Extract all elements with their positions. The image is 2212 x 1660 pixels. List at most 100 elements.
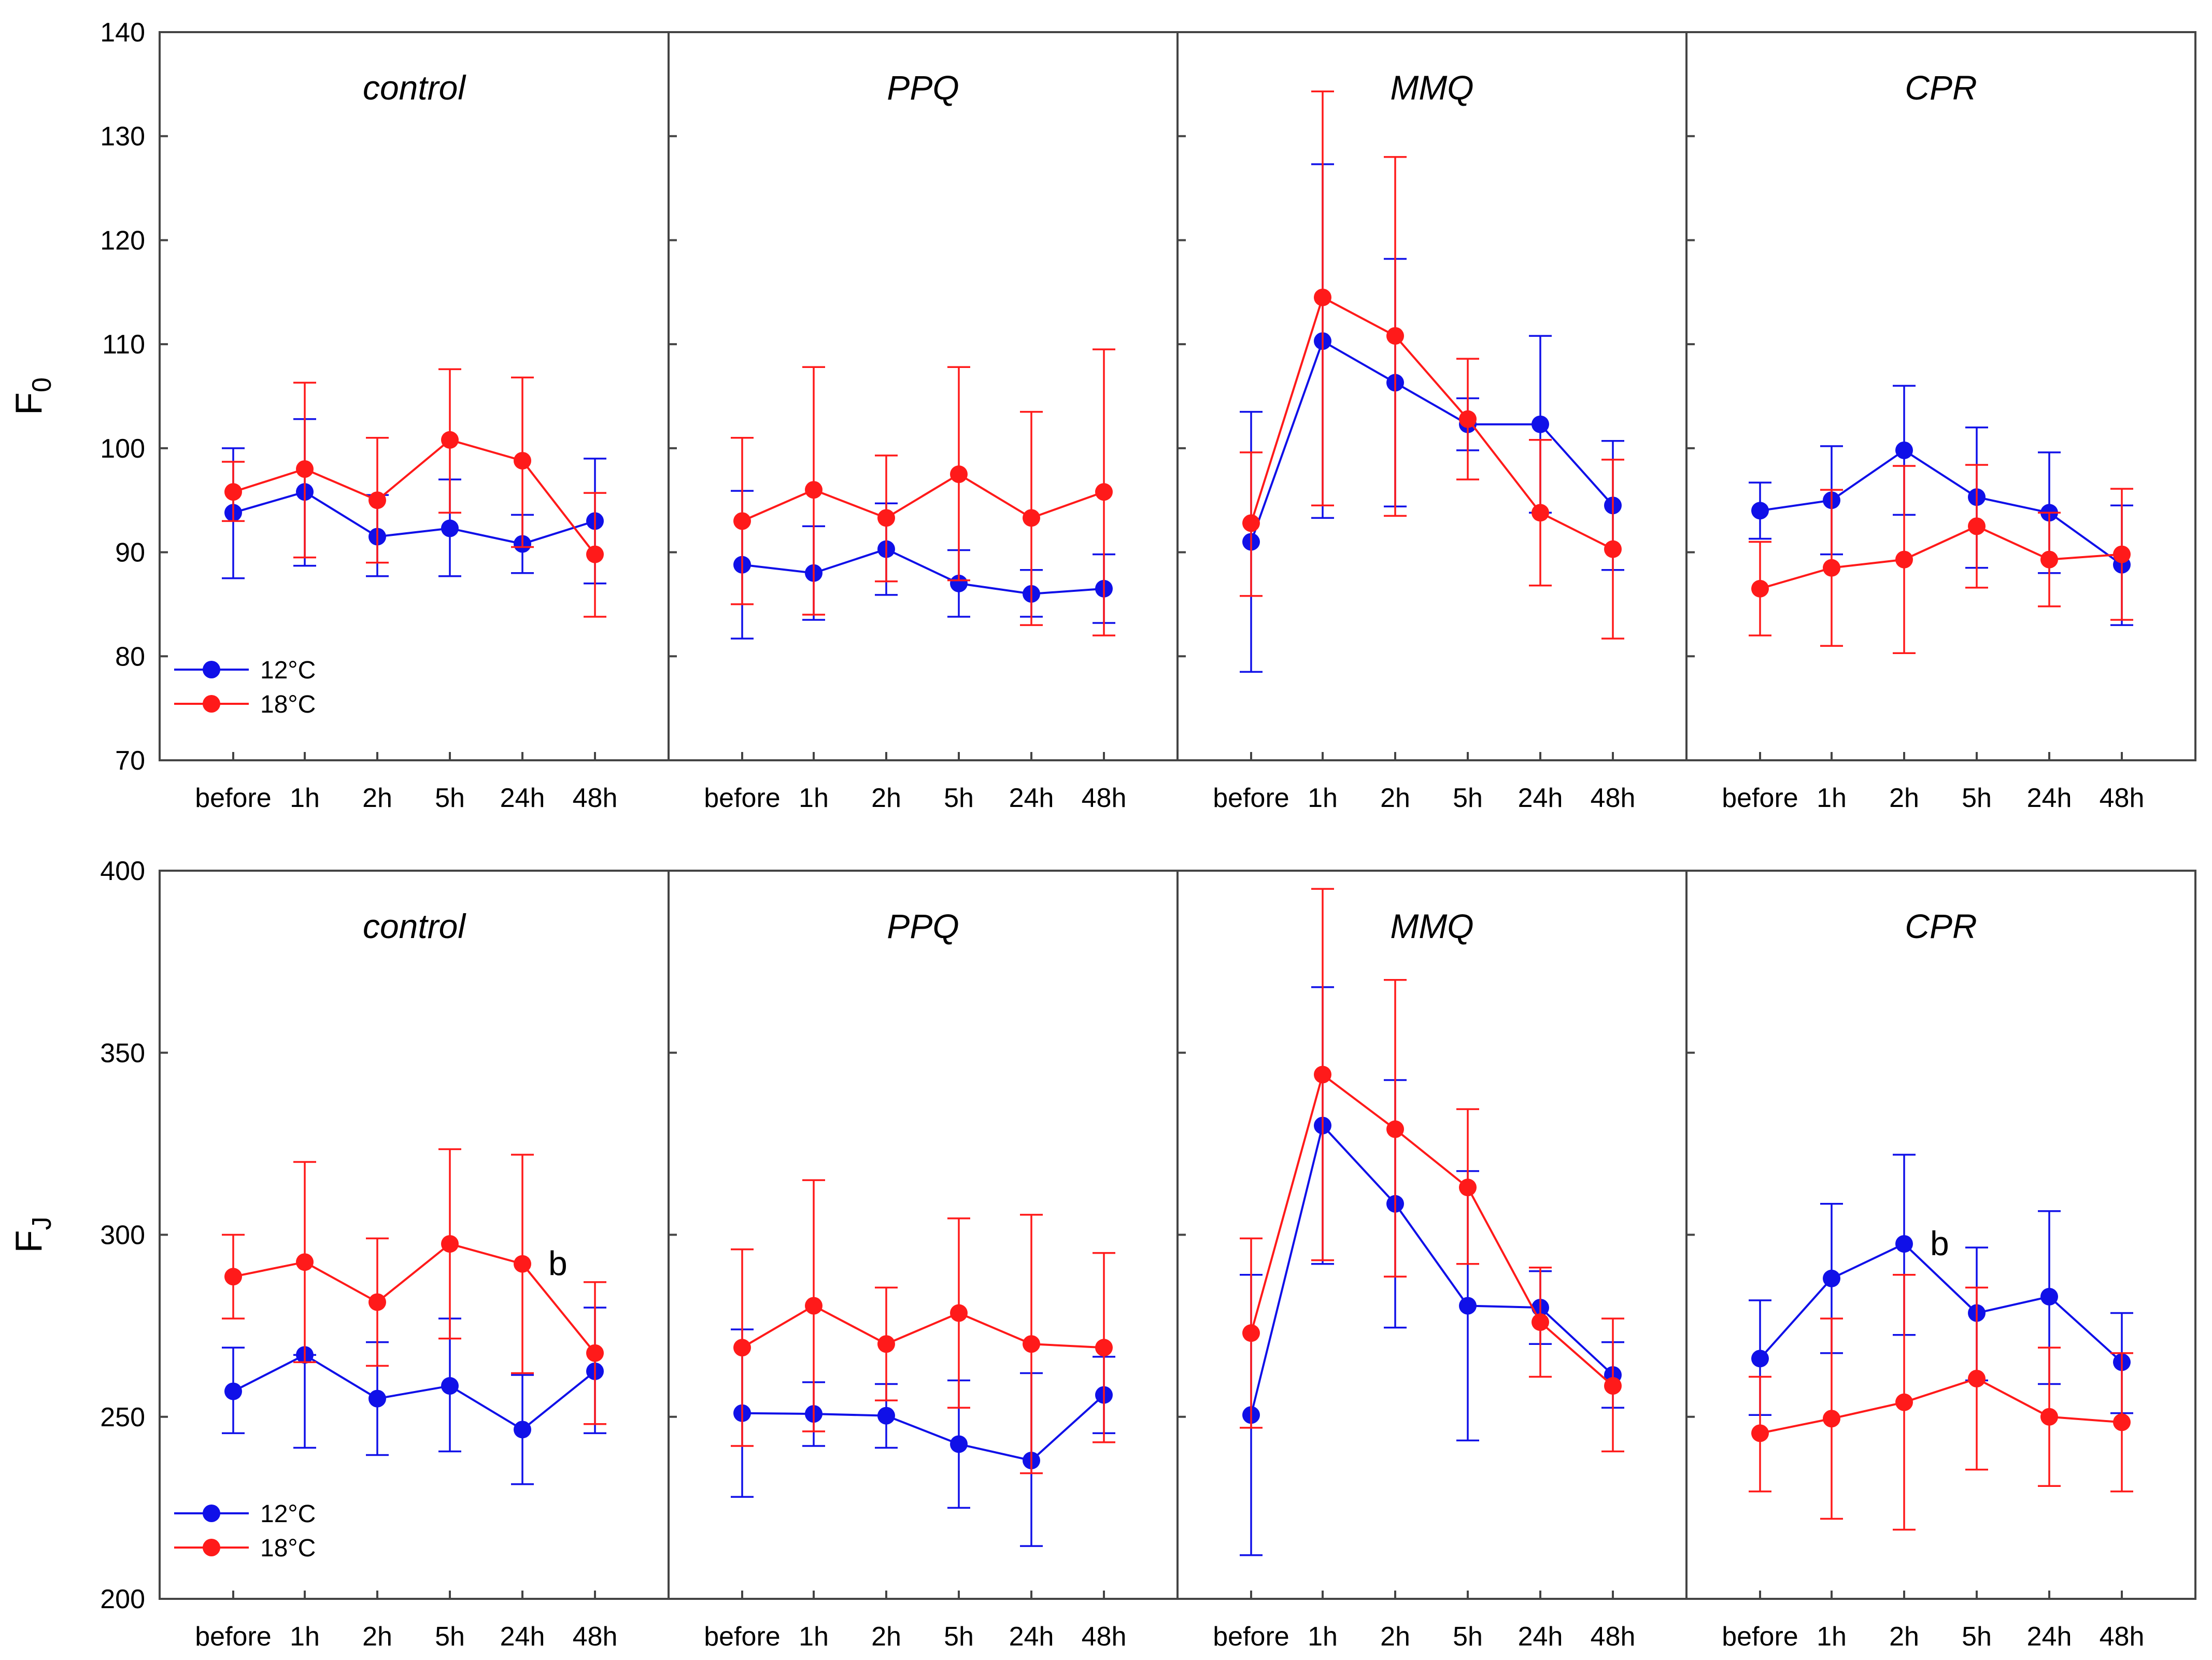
panel-ppq: before 1h 2h 5h 24h 48h PPQ <box>668 31 1179 813</box>
data-point <box>441 1235 459 1253</box>
legend-label: 18°C <box>260 691 316 718</box>
x-tick-label: 2h <box>1889 1622 1919 1652</box>
data-point <box>733 1339 751 1357</box>
y-axis-label: FJ <box>8 1217 57 1253</box>
data-point <box>1023 1335 1040 1353</box>
legend: 12°C 18°C <box>174 1500 316 1562</box>
series-12c <box>222 418 606 585</box>
data-point <box>877 509 895 527</box>
x-tick-label: 48h <box>2100 1622 2145 1652</box>
legend: 12°C 18°C <box>174 657 316 718</box>
series-line <box>1760 525 2122 590</box>
y-tick-label: 130 <box>100 122 145 152</box>
data-point <box>1386 1120 1404 1138</box>
series-12c <box>731 1328 1115 1547</box>
series-18c <box>1749 1274 2133 1531</box>
data-point <box>1095 483 1113 501</box>
x-tick-label: 2h <box>871 783 901 813</box>
y-tick-label: 100 <box>100 434 145 464</box>
data-point <box>1968 517 1986 535</box>
y-tick-label: 300 <box>100 1221 145 1251</box>
data-point <box>2113 1413 2131 1431</box>
x-tick-label: before <box>704 783 780 813</box>
series-line <box>1760 1377 2122 1435</box>
series-18c <box>731 348 1115 636</box>
y-axis-label-main: F <box>8 392 50 415</box>
data-point <box>950 1435 968 1453</box>
data-point <box>296 460 314 478</box>
data-point <box>733 512 751 530</box>
data-point <box>514 1421 531 1439</box>
y-axis-label-subscript: 0 <box>27 377 57 392</box>
panel-frame <box>668 31 1179 761</box>
data-point <box>1968 1369 1986 1387</box>
y-tick-label: 80 <box>115 642 145 672</box>
series-line <box>233 490 595 545</box>
series-line <box>1760 449 2123 566</box>
x-tick-label: 1h <box>1817 783 1847 813</box>
x-tick-label: 48h <box>1082 783 1127 813</box>
data-point <box>1823 1410 1840 1428</box>
data-point <box>441 519 459 537</box>
series-12c <box>1749 1154 2133 1416</box>
data-point <box>1386 327 1404 345</box>
panel-control: before 1h 2h 5h 24h 48h control 12°C 18°C <box>159 31 670 813</box>
legend-label: 12°C <box>260 657 316 684</box>
data-point <box>1823 559 1840 577</box>
x-tick-label: 5h <box>1453 1622 1483 1652</box>
x-tick-label: 1h <box>799 783 829 813</box>
panel-frame <box>668 870 1179 1600</box>
x-tick-label: 1h <box>290 783 320 813</box>
y-tick-label: 350 <box>100 1038 145 1068</box>
x-tick-label: before <box>1213 1622 1289 1652</box>
x-tick-label: before <box>195 783 271 813</box>
x-tick-label: 5h <box>1453 783 1483 813</box>
panel-mmq: before 1h 2h 5h 24h 48h MMQ <box>1176 31 1688 813</box>
series-line <box>233 1354 596 1431</box>
x-tick-label: 5h <box>1962 1622 1992 1652</box>
x-tick-label: before <box>1213 783 1289 813</box>
x-tick-label: 24h <box>1009 783 1054 813</box>
series-line <box>742 1394 1105 1462</box>
series-18c <box>222 368 606 618</box>
data-point <box>514 1255 531 1273</box>
panel-cpr: before 1h 2h 5h 24h 48h CPR b <box>1685 870 2196 1652</box>
panel-mmq: before 1h 2h 5h 24h 48h MMQ <box>1176 870 1688 1652</box>
data-point <box>1823 1269 1840 1287</box>
x-tick-label: 24h <box>1009 1622 1054 1652</box>
y-axis-label-main: F <box>8 1230 50 1253</box>
data-point <box>224 1382 242 1400</box>
x-tick-label: 2h <box>1380 783 1410 813</box>
data-point <box>2040 1287 2058 1306</box>
data-point <box>1604 540 1622 558</box>
series-line <box>1250 295 1613 550</box>
data-point <box>1751 502 1769 520</box>
data-point <box>2040 550 2058 569</box>
series-line <box>1250 1123 1614 1415</box>
x-tick-label: 48h <box>1591 783 1636 813</box>
data-point <box>950 1304 968 1322</box>
series-12c <box>1749 385 2133 626</box>
panel-title: CPR <box>1905 68 1977 107</box>
x-tick-label: 2h <box>362 783 392 813</box>
series-12c <box>222 1307 606 1485</box>
series-line <box>742 473 1104 522</box>
x-tick-label: 24h <box>2027 1622 2072 1652</box>
data-point <box>1242 514 1260 532</box>
x-tick-label: 5h <box>1962 783 1992 813</box>
panel-title: MMQ <box>1390 68 1473 107</box>
legend-marker <box>203 1505 220 1522</box>
data-point <box>1023 509 1040 527</box>
y-tick-label: 400 <box>100 856 145 886</box>
x-tick-label: 1h <box>1308 1622 1338 1652</box>
series-line <box>233 438 596 555</box>
series-18c <box>1749 464 2133 655</box>
x-tick-label: 5h <box>944 783 974 813</box>
x-tick-label: before <box>1722 783 1798 813</box>
data-point <box>368 1389 386 1408</box>
data-point <box>1895 550 1913 569</box>
data-point <box>805 481 823 499</box>
panel-control: before 1h 2h 5h 24h 48h control b 12°C 18°C <box>159 870 670 1652</box>
y-tick-label: 70 <box>115 746 145 776</box>
